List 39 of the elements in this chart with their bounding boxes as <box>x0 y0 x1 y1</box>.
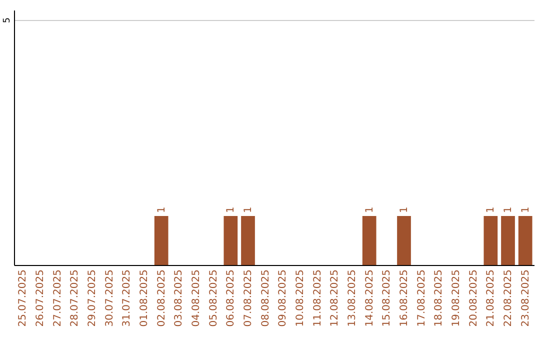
x-tick-label: 12.08.2025 <box>330 270 341 327</box>
x-tick-label: 05.08.2025 <box>208 270 220 327</box>
x-tick-label: 16.08.2025 <box>399 270 410 327</box>
x-tick-label: 08.08.2025 <box>260 270 272 327</box>
x-tick-label: 31.07.2025 <box>122 270 133 327</box>
data-label: 1 <box>156 206 168 213</box>
data-label: 1 <box>226 206 237 213</box>
x-tick-label: 28.07.2025 <box>70 270 81 327</box>
x-tick-label: 18.08.2025 <box>434 270 445 327</box>
x-tick-label: 11.08.2025 <box>312 270 324 327</box>
x-tick-label: 13.08.2025 <box>347 270 358 327</box>
x-tick-label: 27.07.2025 <box>52 270 64 327</box>
data-label: 1 <box>364 206 376 213</box>
x-tick-label: 23.08.2025 <box>520 270 532 327</box>
data-label: 1 <box>399 206 410 213</box>
x-tick-label: 30.07.2025 <box>104 270 116 327</box>
x-tick-label: 25.07.2025 <box>18 270 29 327</box>
x-tick-label: 01.08.2025 <box>139 270 150 327</box>
y-tick-label: 5 <box>2 17 12 24</box>
x-tick-label: 04.08.2025 <box>191 270 202 327</box>
x-tick-label: 10.08.2025 <box>295 270 306 327</box>
x-tick-label: 19.08.2025 <box>451 270 462 327</box>
data-label: 1 <box>243 206 254 213</box>
x-tick-label: 14.08.2025 <box>364 270 376 327</box>
data-label: 1 <box>520 206 532 213</box>
x-tick-label: 09.08.2025 <box>278 270 289 327</box>
data-label: 1 <box>503 206 514 213</box>
x-tick-label: 02.08.2025 <box>156 270 168 327</box>
x-tick-label: 22.08.2025 <box>503 270 514 327</box>
x-tick-label: 03.08.2025 <box>174 270 185 327</box>
data-label: 1 <box>486 206 497 213</box>
x-tick-label: 26.07.2025 <box>35 270 46 327</box>
x-tick-label: 06.08.2025 <box>226 270 237 327</box>
x-tick-label: 20.08.2025 <box>468 270 480 327</box>
x-tick-label: 17.08.2025 <box>416 270 428 327</box>
x-tick-label: 07.08.2025 <box>243 270 254 327</box>
x-tick-label: 15.08.2025 <box>382 270 393 327</box>
x-tick-label: 29.07.2025 <box>87 270 98 327</box>
x-tick-label: 21.08.2025 <box>486 270 497 327</box>
